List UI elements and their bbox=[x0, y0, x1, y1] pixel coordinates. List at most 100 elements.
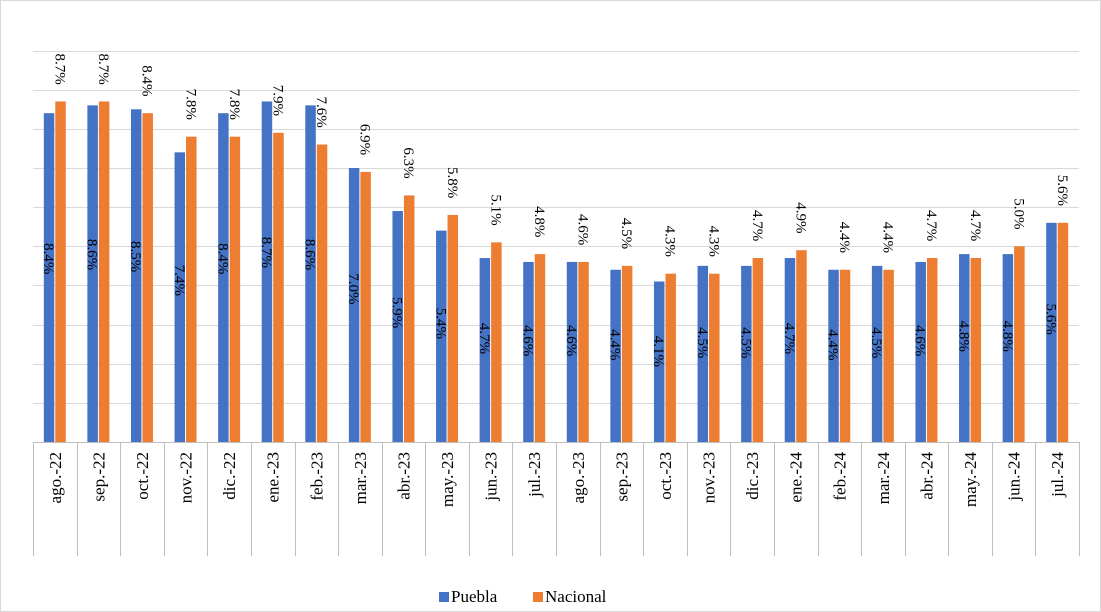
legend-swatch bbox=[533, 592, 543, 602]
data-label-puebla-3: 8.5% bbox=[127, 241, 143, 272]
bar-nacional-1 bbox=[55, 101, 66, 442]
data-label-nacional-2: 8.7% bbox=[95, 53, 111, 84]
data-label-nacional-4: 7.8% bbox=[182, 89, 198, 120]
data-labels: 8.4% 8.7% 8.6% 8.7% 8.5% 8.4% 7.4% 7.8% 8.4% 7.8%… bbox=[40, 53, 1070, 367]
bar-puebla-22 bbox=[959, 254, 970, 442]
data-label-nacional-20: 4.4% bbox=[880, 222, 896, 253]
data-label-nacional-18: 4.9% bbox=[792, 202, 808, 233]
data-label-puebla-18: 4.7% bbox=[781, 323, 797, 354]
x-tick-label: ago.-23 bbox=[569, 452, 588, 503]
bar-nacional-5 bbox=[229, 136, 241, 442]
bar-puebla-4 bbox=[174, 152, 186, 443]
data-label-puebla-15: 4.1% bbox=[650, 336, 666, 367]
x-tick-label: oct.-23 bbox=[656, 452, 675, 500]
data-label-nacional-9: 6.3% bbox=[400, 147, 416, 178]
bar-puebla-19 bbox=[828, 269, 839, 442]
x-tick-label: nov.-23 bbox=[700, 452, 719, 503]
x-tick-label: ene.-23 bbox=[264, 452, 283, 503]
bar-nacional-24 bbox=[1057, 222, 1069, 442]
bar-puebla-16 bbox=[697, 265, 709, 442]
x-tick-label: sep.-23 bbox=[612, 452, 631, 502]
x-tick-label: jun.-23 bbox=[482, 452, 501, 502]
bar-puebla-9 bbox=[392, 211, 403, 442]
bars bbox=[43, 101, 1069, 443]
x-tick-label: feb.-23 bbox=[307, 452, 326, 501]
data-label-nacional-8: 6.9% bbox=[357, 124, 373, 155]
data-label-puebla-24: 5.6% bbox=[1042, 303, 1058, 334]
x-axis: ago.-22 sep.-22 oct.-22 nov.-22 dic.-22 ene.-… bbox=[33, 442, 1080, 556]
bar-puebla-2 bbox=[87, 105, 98, 442]
x-tick-label: mar.-23 bbox=[351, 452, 370, 504]
data-label-puebla-21: 4.6% bbox=[912, 325, 928, 356]
bar-nacional-13 bbox=[578, 261, 589, 442]
data-label-nacional-6: 7.9% bbox=[269, 85, 285, 116]
data-label-puebla-14: 4.4% bbox=[607, 329, 623, 360]
x-tick-label: jul.-23 bbox=[525, 452, 544, 498]
x-tick-label: dic.-22 bbox=[220, 452, 239, 500]
bar-nacional-4 bbox=[186, 136, 197, 442]
data-label-nacional-14: 4.5% bbox=[618, 218, 634, 249]
data-label-puebla-6: 8.7% bbox=[258, 237, 274, 268]
gridlines bbox=[33, 51, 1079, 443]
bar-puebla-17 bbox=[741, 265, 752, 442]
data-label-nacional-16: 4.3% bbox=[705, 226, 721, 257]
bar-nacional-3 bbox=[142, 113, 153, 442]
bar-nacional-22 bbox=[970, 258, 982, 442]
bar-nacional-20 bbox=[883, 269, 894, 442]
data-label-nacional-15: 4.3% bbox=[662, 226, 678, 257]
data-label-puebla-22: 4.8% bbox=[955, 321, 971, 352]
data-label-puebla-2: 8.6% bbox=[84, 239, 100, 270]
data-label-nacional-5: 7.8% bbox=[226, 89, 242, 120]
x-tick-label: may.-24 bbox=[961, 452, 980, 508]
data-label-puebla-23: 4.8% bbox=[999, 321, 1015, 352]
legend: Puebla Nacional bbox=[439, 587, 607, 606]
data-label-nacional-3: 8.4% bbox=[139, 65, 155, 96]
data-label-nacional-21: 4.7% bbox=[923, 210, 939, 241]
bar-nacional-7 bbox=[316, 144, 328, 442]
bar-nacional-19 bbox=[839, 269, 851, 442]
bar-nacional-14 bbox=[621, 265, 633, 442]
data-label-nacional-22: 4.7% bbox=[967, 210, 983, 241]
data-label-nacional-24: 5.6% bbox=[1054, 175, 1070, 206]
x-tick-label: sep.-22 bbox=[89, 452, 108, 502]
bar-nacional-12 bbox=[534, 254, 546, 442]
bar-puebla-23 bbox=[1002, 254, 1014, 442]
data-label-nacional-23: 5.0% bbox=[1010, 198, 1026, 229]
bar-nacional-6 bbox=[273, 132, 284, 442]
bar-puebla-8 bbox=[348, 168, 360, 442]
x-tick-label: abr.-23 bbox=[394, 452, 413, 500]
data-label-nacional-10: 5.8% bbox=[444, 167, 460, 198]
bar-puebla-14 bbox=[610, 269, 621, 442]
x-tick-label: jul.-24 bbox=[1048, 452, 1067, 498]
legend-item-nacional: Nacional bbox=[533, 587, 607, 606]
legend-swatch bbox=[439, 592, 449, 602]
data-label-nacional-1: 8.7% bbox=[52, 53, 68, 84]
x-tick-label: abr.-24 bbox=[917, 452, 936, 500]
x-tick-label: mar.-24 bbox=[874, 452, 893, 505]
bar-puebla-13 bbox=[566, 261, 578, 442]
x-tick-label: oct.-22 bbox=[133, 452, 152, 500]
bar-puebla-1 bbox=[43, 113, 55, 442]
bar-nacional-9 bbox=[403, 195, 415, 442]
data-label-puebla-5: 8.4% bbox=[214, 243, 230, 274]
bar-nacional-17 bbox=[752, 258, 764, 442]
data-label-puebla-4: 7.4% bbox=[171, 265, 187, 296]
bar-nacional-23 bbox=[1014, 246, 1025, 442]
x-tick-label: nov.-22 bbox=[177, 452, 196, 503]
bar-puebla-24 bbox=[1046, 222, 1057, 442]
data-label-nacional-13: 4.6% bbox=[575, 214, 591, 245]
data-label-puebla-17: 4.5% bbox=[737, 327, 753, 358]
bar-nacional-16 bbox=[709, 273, 720, 442]
bar-puebla-7 bbox=[305, 105, 316, 442]
data-label-puebla-8: 7.0% bbox=[345, 273, 361, 304]
legend-label: Puebla bbox=[451, 587, 498, 606]
data-label-puebla-12: 4.6% bbox=[519, 325, 535, 356]
data-label-nacional-12: 4.8% bbox=[531, 206, 547, 237]
legend-label: Nacional bbox=[545, 587, 607, 606]
bar-nacional-10 bbox=[447, 214, 459, 442]
x-tick-label: may.-23 bbox=[438, 452, 457, 507]
data-label-nacional-19: 4.4% bbox=[836, 222, 852, 253]
bar-nacional-8 bbox=[360, 171, 371, 442]
